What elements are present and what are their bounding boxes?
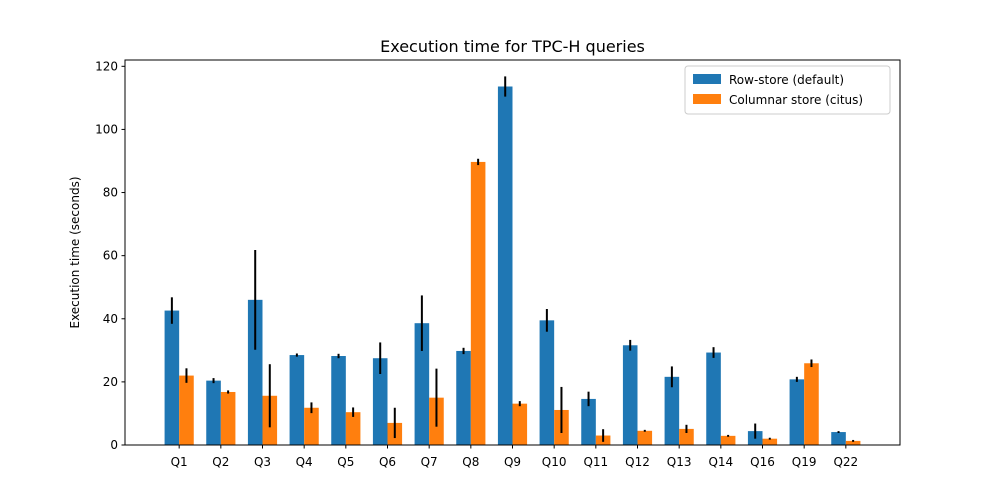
legend-swatch-row-store	[693, 74, 721, 84]
y-tick-label: 40	[103, 312, 118, 326]
x-tick-label-q16: Q16	[750, 455, 775, 469]
bar-columnar-q5	[345, 412, 361, 445]
bar-row-store-q4	[289, 355, 305, 445]
y-tick-label: 60	[103, 249, 118, 263]
legend-label-columnar: Columnar store (citus)	[729, 93, 863, 107]
bar-row-store-q2	[206, 380, 221, 445]
x-tick-label-q5: Q5	[337, 455, 354, 469]
bar-row-store-q12	[622, 345, 638, 445]
bar-row-store-q14	[706, 352, 721, 445]
y-axis: 0 20 40 60 80 100 120	[95, 59, 125, 452]
x-tick-label-q8: Q8	[462, 455, 479, 469]
x-tick-label-q19: Q19	[792, 455, 817, 469]
legend-swatch-columnar	[693, 94, 721, 104]
legend: Row-store (default) Columnar store (citus…	[684, 65, 891, 115]
bar-columnar-q2	[220, 391, 236, 445]
legend-label-row-store: Row-store (default)	[729, 73, 844, 87]
bar-columnar-q13	[679, 428, 694, 445]
bar-columnar-q4	[304, 407, 319, 445]
bar-columnar-q22	[845, 440, 861, 445]
chart-title: Execution time for TPC-H queries	[380, 37, 645, 56]
bar-columnar-q19	[804, 363, 819, 445]
x-axis: Q1 Q2 Q3 Q4 Q5 Q6 Q7 Q8 Q9 Q10 Q11 Q12 Q13 Q14 Q16 Q19 Q…	[171, 445, 858, 469]
y-tick-label: 120	[95, 59, 118, 73]
bar-row-store-q1	[164, 310, 180, 445]
bar-row-store-q9	[497, 86, 513, 446]
x-tick-label-q14: Q14	[708, 455, 733, 469]
x-tick-label-q4: Q4	[296, 455, 313, 469]
x-tick-label-q11: Q11	[583, 455, 608, 469]
x-tick-label-q22: Q22	[833, 455, 858, 469]
bar-row-store-q22	[831, 432, 846, 445]
x-tick-label-q13: Q13	[667, 455, 692, 469]
bar-row-store-q13	[664, 376, 680, 445]
bar-columnar-q1	[179, 375, 194, 445]
bar-row-store-q10	[539, 320, 555, 445]
x-tick-label-q1: Q1	[171, 455, 188, 469]
bar-row-store-q6	[372, 358, 388, 445]
y-tick-label: 80	[103, 186, 118, 200]
y-tick-label: 20	[103, 375, 118, 389]
x-tick-label-q9: Q9	[504, 455, 521, 469]
bar-columnar-q16	[762, 438, 778, 445]
x-tick-label-q3: Q3	[254, 455, 271, 469]
bar-columnar-q8	[470, 161, 486, 445]
bar-row-store-q11	[581, 398, 596, 445]
bar-columnar-q12	[637, 430, 653, 445]
bar-row-store-q19	[789, 379, 805, 445]
bars-layer	[164, 86, 861, 446]
legend-frame	[684, 65, 891, 115]
bar-columnar-q9	[512, 403, 528, 445]
bar-row-store-q8	[456, 350, 471, 445]
y-axis-label: Execution time (seconds)	[68, 176, 82, 328]
y-tick-label: 0	[110, 438, 118, 452]
x-tick-label-q6: Q6	[379, 455, 396, 469]
x-tick-label-q7: Q7	[421, 455, 438, 469]
bar-row-store-q7	[414, 323, 430, 445]
x-tick-label-q10: Q10	[542, 455, 567, 469]
bar-row-store-q3	[247, 299, 263, 445]
bar-row-store-q5	[331, 356, 346, 445]
bar-columnar-q14	[720, 435, 736, 445]
x-tick-label-q2: Q2	[212, 455, 229, 469]
error-bars-layer	[170, 76, 855, 442]
y-tick-label: 100	[95, 122, 118, 136]
x-tick-label-q12: Q12	[625, 455, 650, 469]
